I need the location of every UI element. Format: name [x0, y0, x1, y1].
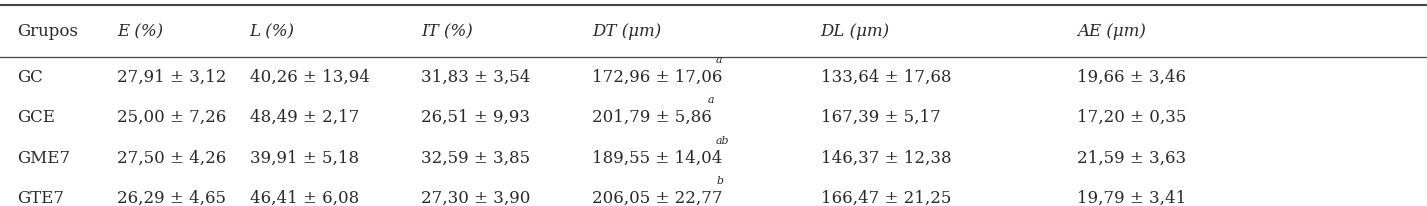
Text: 201,79 ± 5,86: 201,79 ± 5,86 [592, 109, 712, 126]
Text: 133,64 ± 17,68: 133,64 ± 17,68 [821, 69, 950, 86]
Text: 48,49 ± 2,17: 48,49 ± 2,17 [250, 109, 360, 126]
Text: 39,91 ± 5,18: 39,91 ± 5,18 [250, 150, 358, 167]
Text: 206,05 ± 22,77: 206,05 ± 22,77 [592, 190, 722, 206]
Text: 166,47 ± 21,25: 166,47 ± 21,25 [821, 190, 950, 206]
Text: Grupos: Grupos [17, 23, 78, 40]
Text: GCE: GCE [17, 109, 56, 126]
Text: E (%): E (%) [117, 23, 163, 40]
Text: DT (μm): DT (μm) [592, 23, 662, 40]
Text: 27,50 ± 4,26: 27,50 ± 4,26 [117, 150, 227, 167]
Text: 25,00 ± 7,26: 25,00 ± 7,26 [117, 109, 227, 126]
Text: 17,20 ± 0,35: 17,20 ± 0,35 [1077, 109, 1187, 126]
Text: b: b [716, 176, 723, 186]
Text: GME7: GME7 [17, 150, 70, 167]
Text: 32,59 ± 3,85: 32,59 ± 3,85 [421, 150, 529, 167]
Text: 40,26 ± 13,94: 40,26 ± 13,94 [250, 69, 370, 86]
Text: IT (%): IT (%) [421, 23, 472, 40]
Text: 27,30 ± 3,90: 27,30 ± 3,90 [421, 190, 531, 206]
Text: AE (μm): AE (μm) [1077, 23, 1146, 40]
Text: 26,51 ± 9,93: 26,51 ± 9,93 [421, 109, 529, 126]
Text: 19,66 ± 3,46: 19,66 ± 3,46 [1077, 69, 1186, 86]
Text: 26,29 ± 4,65: 26,29 ± 4,65 [117, 190, 225, 206]
Text: 189,55 ± 14,04: 189,55 ± 14,04 [592, 150, 722, 167]
Text: ab: ab [716, 136, 729, 146]
Text: 167,39 ± 5,17: 167,39 ± 5,17 [821, 109, 940, 126]
Text: L (%): L (%) [250, 23, 295, 40]
Text: DL (μm): DL (μm) [821, 23, 889, 40]
Text: a: a [716, 55, 722, 65]
Text: 19,79 ± 3,41: 19,79 ± 3,41 [1077, 190, 1187, 206]
Text: 46,41 ± 6,08: 46,41 ± 6,08 [250, 190, 360, 206]
Text: GC: GC [17, 69, 43, 86]
Text: 27,91 ± 3,12: 27,91 ± 3,12 [117, 69, 227, 86]
Text: 172,96 ± 17,06: 172,96 ± 17,06 [592, 69, 722, 86]
Text: GTE7: GTE7 [17, 190, 64, 206]
Text: 21,59 ± 3,63: 21,59 ± 3,63 [1077, 150, 1186, 167]
Text: 31,83 ± 3,54: 31,83 ± 3,54 [421, 69, 531, 86]
Text: 146,37 ± 12,38: 146,37 ± 12,38 [821, 150, 952, 167]
Text: a: a [708, 95, 714, 105]
